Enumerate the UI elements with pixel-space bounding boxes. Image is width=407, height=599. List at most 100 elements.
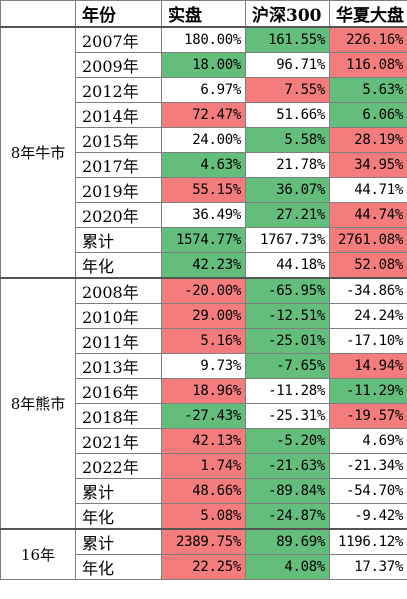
huaxia-cell: -9.42%	[329, 503, 407, 530]
csi300-cell: 27.21%	[245, 202, 330, 228]
csi300-cell: -12.51%	[245, 303, 330, 329]
group-label: 8年牛市	[0, 26, 76, 279]
row-label: 2009年	[75, 52, 162, 78]
header-row: 年份 实盘 沪深300 华夏大盘	[0, 0, 407, 28]
table-row: 8年牛市 2007年 180.00% 161.55% 226.16%	[0, 26, 407, 279]
row-label: 2007年	[75, 26, 162, 53]
row-label: 2012年	[75, 77, 162, 103]
huaxia-cell: 5.63%	[329, 77, 407, 103]
actual-cell: 9.73%	[161, 353, 246, 379]
actual-cell: 5.08%	[161, 503, 246, 530]
csi300-cell: -89.84%	[245, 478, 330, 504]
row-label: 累计	[75, 528, 162, 555]
header-csi300: 沪深300	[245, 0, 330, 28]
huaxia-cell: 226.16%	[329, 26, 407, 53]
row-label: 2011年	[75, 328, 162, 354]
csi300-cell: 44.18%	[245, 252, 330, 279]
table-row: 2016年 18.96% -11.28% -11.29%	[1, 378, 407, 404]
row-label: 累计	[75, 227, 162, 253]
row-label: 2015年	[75, 127, 162, 153]
csi300-cell: -25.31%	[245, 403, 330, 429]
csi300-cell: 1767.73%	[245, 227, 330, 253]
row-label: 2018年	[75, 403, 162, 429]
actual-cell: 29.00%	[161, 303, 246, 329]
actual-cell: 4.63%	[161, 152, 246, 178]
row-label: 2022年	[75, 453, 162, 479]
table-row: 8年熊市 2008年 -20.00% -65.95% -34.86%	[0, 277, 407, 530]
csi300-cell: -24.87%	[245, 503, 330, 530]
table-row: 2018年 -27.43% -25.31% -19.57%	[1, 403, 407, 429]
actual-cell: 2389.75%	[161, 528, 246, 555]
huaxia-cell: 1196.12%	[329, 528, 407, 555]
huaxia-cell: 14.94%	[329, 353, 407, 379]
csi300-cell: 7.55%	[245, 77, 330, 103]
actual-cell: 55.15%	[161, 177, 246, 203]
huaxia-cell: -21.34%	[329, 453, 407, 479]
table-row: 2012年 6.97% 7.55% 5.63%	[1, 77, 407, 103]
row-label: 累计	[75, 478, 162, 504]
csi300-cell: -5.20%	[245, 428, 330, 454]
csi300-cell: 89.69%	[245, 528, 330, 555]
csi300-cell: 4.08%	[245, 554, 330, 580]
row-label: 年化	[75, 503, 162, 530]
huaxia-cell: 44.71%	[329, 177, 407, 203]
csi300-cell: -65.95%	[245, 277, 330, 304]
actual-cell: 1.74%	[161, 453, 246, 479]
table-row: 年化 22.25% 4.08% 17.37%	[1, 554, 407, 580]
row-label: 2010年	[75, 303, 162, 329]
huaxia-cell: 4.69%	[329, 428, 407, 454]
header-group-spacer	[0, 0, 76, 28]
csi300-cell: 36.07%	[245, 177, 330, 203]
huaxia-cell: -34.86%	[329, 277, 407, 304]
table-row: 2019年 55.15% 36.07% 44.71%	[1, 177, 407, 203]
table-row: 2010年 29.00% -12.51% 24.24%	[1, 303, 407, 329]
actual-cell: 42.13%	[161, 428, 246, 454]
actual-cell: 22.25%	[161, 554, 246, 580]
table-row: 2011年 5.16% -25.01% -17.10%	[1, 328, 407, 354]
huaxia-cell: -11.29%	[329, 378, 407, 404]
performance-table: 年份 实盘 沪深300 华夏大盘 8年牛市 2007年 180.00% 161.55%…	[0, 0, 407, 580]
actual-cell: 5.16%	[161, 328, 246, 354]
csi300-cell: 51.66%	[245, 102, 330, 128]
table-row: 累计 48.66% -89.84% -54.70%	[1, 478, 407, 504]
huaxia-cell: 34.95%	[329, 152, 407, 178]
row-label: 2020年	[75, 202, 162, 228]
csi300-cell: -11.28%	[245, 378, 330, 404]
table-row: 2015年 24.00% 5.58% 28.19%	[1, 127, 407, 153]
table-row: 2009年 18.00% 96.71% 116.08%	[1, 52, 407, 78]
csi300-cell: 96.71%	[245, 52, 330, 78]
table-row: 2017年 4.63% 21.78% 34.95%	[1, 152, 407, 178]
row-label: 2019年	[75, 177, 162, 203]
csi300-cell: -21.63%	[245, 453, 330, 479]
table-row: 年化 42.23% 44.18% 52.08%	[1, 252, 407, 279]
actual-cell: 48.66%	[161, 478, 246, 504]
table-row: 2021年 42.13% -5.20% 4.69%	[1, 428, 407, 454]
row-label: 2016年	[75, 378, 162, 404]
actual-cell: 18.00%	[161, 52, 246, 78]
row-label: 2021年	[75, 428, 162, 454]
row-label: 2008年	[75, 277, 162, 304]
actual-cell: 180.00%	[161, 26, 246, 53]
actual-cell: -20.00%	[161, 277, 246, 304]
header-huaxia: 华夏大盘	[329, 0, 407, 28]
actual-cell: 24.00%	[161, 127, 246, 153]
huaxia-cell: 44.74%	[329, 202, 407, 228]
huaxia-cell: 6.06%	[329, 102, 407, 128]
csi300-cell: 5.58%	[245, 127, 330, 153]
huaxia-cell: -19.57%	[329, 403, 407, 429]
huaxia-cell: 2761.08%	[329, 227, 407, 253]
actual-cell: 36.49%	[161, 202, 246, 228]
csi300-cell: -7.65%	[245, 353, 330, 379]
huaxia-cell: 116.08%	[329, 52, 407, 78]
actual-cell: 1574.77%	[161, 227, 246, 253]
huaxia-cell: -54.70%	[329, 478, 407, 504]
table-row: 累计 1574.77% 1767.73% 2761.08%	[1, 227, 407, 253]
csi300-cell: 21.78%	[245, 152, 330, 178]
huaxia-cell: 52.08%	[329, 252, 407, 279]
csi300-cell: -25.01%	[245, 328, 330, 354]
huaxia-cell: 24.24%	[329, 303, 407, 329]
header-actual: 实盘	[161, 0, 246, 28]
table-row: 年化 5.08% -24.87% -9.42%	[1, 503, 407, 530]
row-label: 年化	[75, 554, 162, 580]
row-label: 年化	[75, 252, 162, 279]
